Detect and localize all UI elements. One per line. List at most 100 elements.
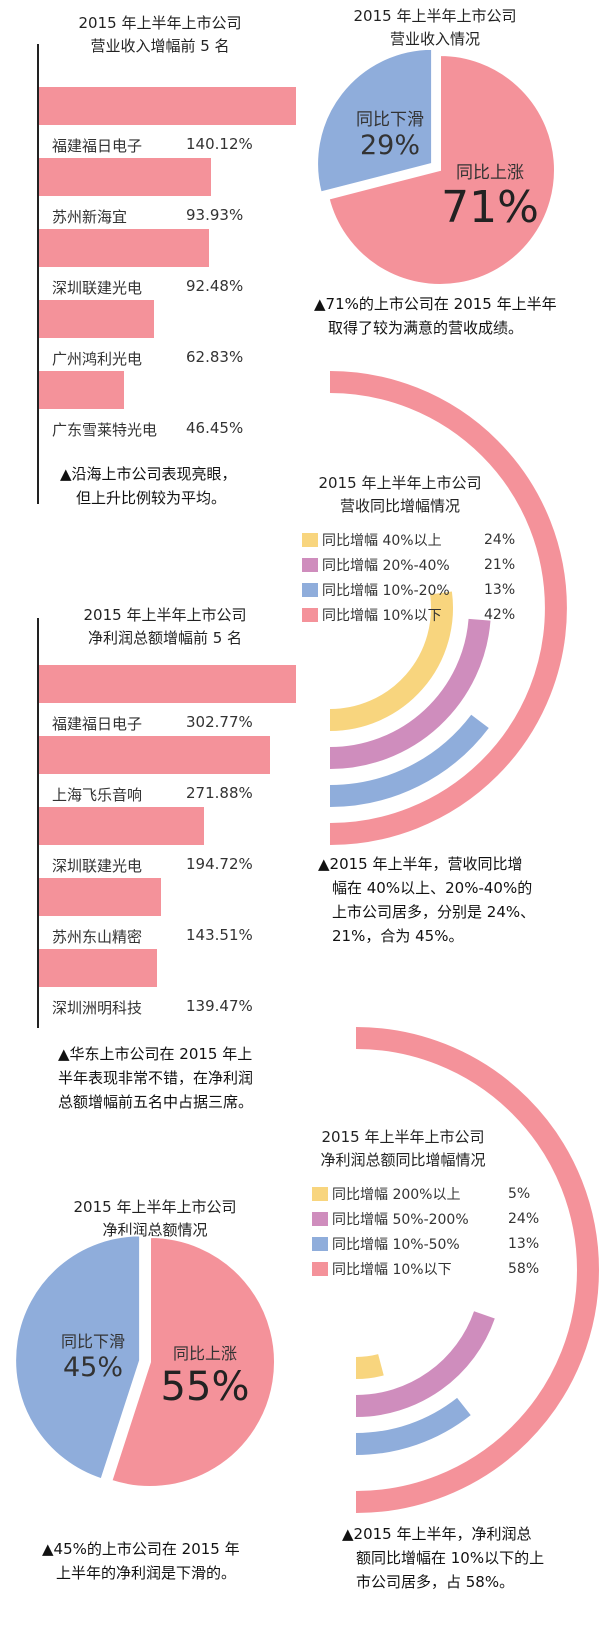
revenue-growth-legend-label: 同比增幅 20%-40% — [322, 558, 450, 574]
revenue-pie-note: ▲71%的上市公司在 2015 年上半年 取得了较为满意的营收成绩。 — [314, 292, 609, 340]
profit-pie-note-line1: ▲45%的上市公司在 2015 年 — [42, 1540, 240, 1558]
revenue-pie-title: 2015 年上半年上市公司 营业收入情况 — [315, 5, 555, 51]
profit-pie-up-text: 同比上涨 55% — [150, 1340, 260, 1410]
revenue-growth-legend-label: 同比增幅 10%以下 — [322, 608, 442, 624]
profit-pie-note: ▲45%的上市公司在 2015 年 上半年的净利润是下滑的。 — [42, 1537, 297, 1585]
revenue-growth-legend-label: 同比增幅 40%以上 — [322, 533, 442, 549]
revenue-growth-legend-swatch — [302, 533, 318, 547]
profit-pie-title: 2015 年上半年上市公司 净利润总额情况 — [40, 1196, 270, 1242]
profit-top5-bar — [39, 949, 157, 987]
revenue-pie-down-pct: 29% — [359, 130, 420, 161]
revenue-growth-title-line1: 2015 年上半年上市公司 — [318, 474, 482, 492]
revenue-growth-title: 2015 年上半年上市公司 营收同比增幅情况 — [295, 472, 505, 518]
revenue-pie-title-line1: 2015 年上半年上市公司 — [353, 7, 517, 25]
revenue-growth-legend-item: 同比增幅 40%以上 24% — [302, 530, 524, 550]
profit-growth-arc — [355, 1397, 471, 1455]
profit-top5-note-line3: 总额增幅前五名中占据三席。 — [58, 1093, 254, 1111]
profit-top5-value-label: 271.88% — [186, 784, 253, 802]
revenue-growth-legend-label: 同比增幅 10%-20% — [322, 583, 450, 599]
revenue-top5-value-label: 46.45% — [186, 419, 244, 437]
profit-growth-legend-label: 同比增幅 50%-200% — [332, 1212, 469, 1228]
profit-growth-legend-item: 同比增幅 10%以下 58% — [312, 1259, 539, 1279]
profit-top5-axis — [37, 618, 39, 1028]
profit-growth-legend-pct: 24% — [508, 1211, 540, 1227]
revenue-pie-down-label: 同比下滑 — [356, 110, 424, 130]
revenue-pie-note-line2: 取得了较为满意的营收成绩。 — [328, 319, 524, 337]
revenue-growth-note-line2: 幅在 40%以上、20%-40%的 — [332, 879, 533, 897]
revenue-growth-note-line4: 21%，合为 45%。 — [332, 927, 464, 945]
profit-pie-up-pct: 55% — [160, 1364, 250, 1410]
profit-pie-title-line1: 2015 年上半年上市公司 — [73, 1198, 237, 1216]
profit-growth-note: ▲2015 年上半年，净利润总 额同比增幅在 10%以下的上 市公司居多，占 5… — [342, 1522, 607, 1594]
revenue-growth-legend-item: 同比增幅 20%-40% 21% — [302, 555, 524, 575]
profit-growth-legend-swatch — [312, 1262, 328, 1276]
revenue-top5-title-line2: 营业收入增幅前 5 名 — [90, 37, 230, 55]
revenue-growth-note-line1: ▲2015 年上半年，营收同比增 — [318, 855, 523, 873]
profit-growth-title-line2: 净利润总额同比增幅情况 — [320, 1151, 486, 1169]
profit-top5-category-label: 福建福日电子 — [52, 715, 143, 733]
revenue-pie-title-line2: 营业收入情况 — [389, 30, 480, 48]
profit-pie-down-text: 同比下滑 45% — [43, 1328, 143, 1384]
revenue-pie-note-line1: ▲71%的上市公司在 2015 年上半年 — [314, 295, 557, 313]
revenue-top5-bar — [39, 87, 296, 125]
revenue-top5-bar — [39, 300, 154, 338]
revenue-top5-bar — [39, 158, 211, 196]
profit-growth-note-line3: 市公司居多，占 58%。 — [356, 1573, 515, 1591]
profit-top5-category-label: 深圳洲明科技 — [52, 999, 143, 1017]
revenue-growth-legend: 同比增幅 40%以上 24% 同比增幅 20%-40% 21% 同比增幅 10%-20%… — [302, 530, 524, 630]
revenue-growth-legend-pct: 21% — [484, 557, 516, 573]
profit-growth-title: 2015 年上半年上市公司 净利润总额同比增幅情况 — [298, 1126, 508, 1172]
profit-growth-title-line1: 2015 年上半年上市公司 — [321, 1128, 485, 1146]
profit-growth-legend-swatch — [312, 1237, 328, 1251]
revenue-top5-category-label: 苏州新海宜 — [52, 208, 128, 226]
profit-top5-bar — [39, 878, 161, 916]
profit-growth-legend-label: 同比增幅 10%-50% — [332, 1237, 460, 1253]
profit-top5-category-label: 苏州东山精密 — [52, 928, 143, 946]
revenue-growth-title-line2: 营收同比增幅情况 — [339, 497, 460, 515]
profit-top5-value-label: 302.77% — [186, 713, 253, 731]
profit-top5-bar — [39, 807, 204, 845]
profit-pie-down-pct: 45% — [62, 1352, 123, 1383]
revenue-growth-arc — [329, 714, 489, 807]
revenue-growth-arc — [329, 618, 491, 769]
profit-pie-up-label: 同比上涨 — [172, 1344, 237, 1363]
profit-growth-legend-item: 同比增幅 50%-200% 24% — [312, 1209, 539, 1229]
profit-pie-down-label: 同比下滑 — [60, 1332, 125, 1351]
profit-top5-note-line2: 半年表现非常不错，在净利润 — [58, 1069, 254, 1087]
revenue-growth-legend-pct: 13% — [484, 582, 516, 598]
profit-top5-category-label: 上海飞乐音响 — [52, 786, 143, 804]
revenue-top5-value-label: 93.93% — [186, 206, 244, 224]
revenue-top5-note: ▲沿海上市公司表现亮眼， 但上升比例较为平均。 — [60, 462, 300, 510]
profit-growth-legend-pct: 13% — [508, 1236, 540, 1252]
profit-top5-category-label: 深圳联建光电 — [52, 857, 143, 875]
profit-top5-note: ▲华东上市公司在 2015 年上 半年表现非常不错，在净利润 总额增幅前五名中占… — [58, 1042, 308, 1114]
revenue-growth-legend-item: 同比增幅 10%以下 42% — [302, 605, 524, 625]
revenue-top5-value-label: 62.83% — [186, 348, 244, 366]
revenue-top5-axis — [37, 44, 39, 504]
revenue-growth-note: ▲2015 年上半年，营收同比增 幅在 40%以上、20%-40%的 上市公司居… — [318, 852, 608, 948]
profit-growth-legend-label: 同比增幅 10%以下 — [332, 1262, 452, 1278]
profit-top5-note-line1: ▲华东上市公司在 2015 年上 — [58, 1045, 253, 1063]
profit-growth-legend-swatch — [312, 1212, 328, 1226]
revenue-top5-title-line1: 2015 年上半年上市公司 — [78, 14, 242, 32]
profit-growth-arc — [355, 1354, 384, 1379]
profit-top5-title-line1: 2015 年上半年上市公司 — [83, 606, 247, 624]
profit-growth-note-line2: 额同比增幅在 10%以下的上 — [356, 1549, 545, 1567]
revenue-top5-bar — [39, 229, 209, 267]
revenue-growth-legend-swatch — [302, 583, 318, 597]
profit-top5-value-label: 139.47% — [186, 997, 253, 1015]
revenue-growth-legend-pct: 24% — [484, 532, 516, 548]
revenue-pie-up-text: 同比上涨 71% — [420, 158, 560, 233]
profit-top5-title-line2: 净利润总额增幅前 5 名 — [87, 629, 243, 647]
profit-top5-value-label: 194.72% — [186, 855, 253, 873]
revenue-top5-category-label: 福建福日电子 — [52, 137, 143, 155]
revenue-growth-legend-item: 同比增幅 10%-20% 13% — [302, 580, 524, 600]
revenue-top5-category-label: 深圳联建光电 — [52, 279, 143, 297]
profit-top5-bar — [39, 665, 296, 703]
profit-growth-legend-item: 同比增幅 10%-50% 13% — [312, 1234, 539, 1254]
revenue-growth-legend-pct: 42% — [484, 607, 516, 623]
revenue-top5-value-label: 140.12% — [186, 135, 253, 153]
revenue-top5-note-line1: ▲沿海上市公司表现亮眼， — [60, 465, 237, 483]
profit-growth-legend: 同比增幅 200%以上 5% 同比增幅 50%-200% 24% 同比增幅 10%-50… — [312, 1184, 539, 1284]
profit-growth-legend-item: 同比增幅 200%以上 5% — [312, 1184, 534, 1204]
